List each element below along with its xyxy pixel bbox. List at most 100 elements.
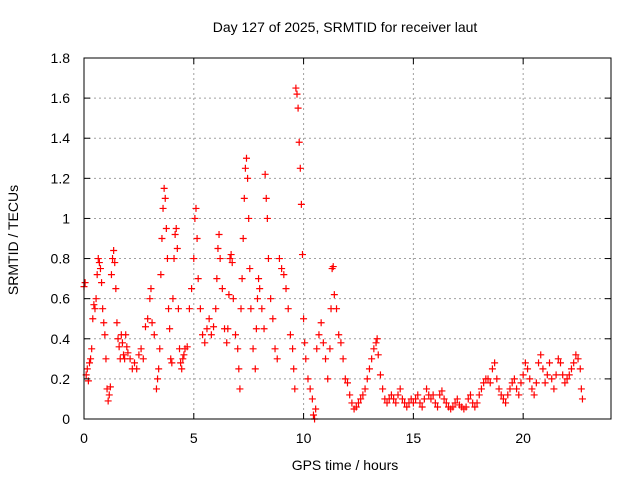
data-point: [497, 391, 505, 399]
y-tick-label: 1.2: [51, 170, 71, 186]
data-point: [493, 375, 501, 383]
data-point: [226, 255, 234, 263]
data-point: [105, 391, 113, 399]
data-point: [295, 138, 303, 146]
data-point: [396, 385, 404, 393]
data-point: [229, 295, 237, 303]
data-point: [155, 365, 163, 373]
chart-title: Day 127 of 2025, SRMTID for receiver lau…: [213, 19, 478, 35]
data-point: [559, 371, 567, 379]
data-point: [337, 339, 345, 347]
data-point: [203, 325, 211, 333]
data-point: [137, 345, 145, 353]
data-point: [502, 399, 510, 407]
data-point: [210, 323, 218, 331]
y-tick-label: 0.8: [51, 251, 71, 267]
data-point: [398, 395, 406, 403]
data-point: [563, 375, 571, 383]
data-point: [239, 235, 247, 242]
data-point: [491, 359, 499, 367]
x-tick-label: 5: [190, 430, 198, 446]
data-point: [373, 335, 381, 343]
data-point: [513, 385, 521, 393]
data-point: [473, 399, 481, 407]
data-point: [96, 265, 104, 273]
data-point: [215, 230, 223, 238]
data-point: [224, 325, 232, 333]
data-point: [124, 349, 132, 357]
x-tick-label: 15: [406, 430, 422, 446]
data-point: [392, 399, 400, 407]
data-point: [271, 345, 279, 353]
data-point: [462, 403, 470, 411]
data-point: [133, 365, 141, 373]
data-point: [302, 355, 310, 363]
data-point: [554, 355, 562, 363]
data-point: [317, 319, 325, 327]
data-point: [315, 331, 323, 339]
data-point: [252, 325, 260, 333]
data-point: [322, 355, 330, 363]
data-point: [301, 339, 309, 347]
axis-ticks: 0 0.2 0.4 0.6 0.8 1 1.2 1.4 1.6 1.8 0 5 10 15 20: [51, 50, 611, 446]
data-point: [508, 379, 516, 387]
data-point: [190, 255, 198, 263]
data-point: [466, 391, 474, 399]
data-point: [207, 331, 215, 339]
data-point: [561, 379, 569, 387]
data-point: [258, 305, 266, 313]
data-point: [236, 385, 244, 393]
data-point: [147, 285, 155, 293]
data-point: [412, 395, 420, 403]
data-point: [556, 359, 564, 367]
x-tick-label: 20: [515, 430, 531, 446]
data-point: [256, 285, 264, 293]
data-point: [93, 271, 101, 279]
y-tick-label: 1.4: [51, 130, 71, 146]
data-point: [251, 365, 259, 373]
data-point: [578, 395, 586, 403]
data-point: [245, 214, 253, 222]
data-point: [183, 343, 191, 351]
data-point: [365, 365, 373, 373]
y-tick-label: 1.6: [51, 90, 71, 106]
data-point: [572, 351, 580, 359]
data-point: [333, 305, 341, 313]
data-point: [267, 295, 275, 303]
data-point: [423, 385, 431, 393]
data-point: [499, 395, 507, 403]
data-point: [244, 174, 252, 182]
data-point: [341, 375, 349, 383]
data-point: [477, 385, 485, 393]
data-point: [235, 365, 243, 373]
data-point: [144, 315, 152, 323]
data-point: [293, 90, 301, 98]
data-point: [246, 265, 254, 273]
data-point: [576, 365, 584, 373]
data-point: [262, 194, 270, 202]
data-point: [348, 399, 356, 407]
data-point: [106, 383, 114, 391]
data-point: [261, 170, 269, 178]
y-tick-label: 0.6: [51, 291, 71, 307]
data-point: [199, 331, 207, 339]
data-point: [286, 331, 294, 339]
data-point: [205, 315, 213, 323]
data-point: [98, 279, 106, 287]
data-point: [329, 263, 337, 271]
data-point: [357, 395, 365, 403]
data-point: [94, 255, 102, 263]
data-point: [294, 104, 302, 112]
data-point: [368, 355, 376, 363]
data-point: [431, 399, 439, 407]
data-point: [427, 395, 435, 403]
data-point: [101, 331, 109, 339]
data-point: [352, 403, 360, 411]
data-point: [90, 301, 98, 309]
data-point: [306, 385, 314, 393]
data-point: [158, 235, 166, 242]
data-point: [363, 375, 371, 383]
data-point: [169, 295, 177, 303]
data-point: [409, 399, 417, 407]
